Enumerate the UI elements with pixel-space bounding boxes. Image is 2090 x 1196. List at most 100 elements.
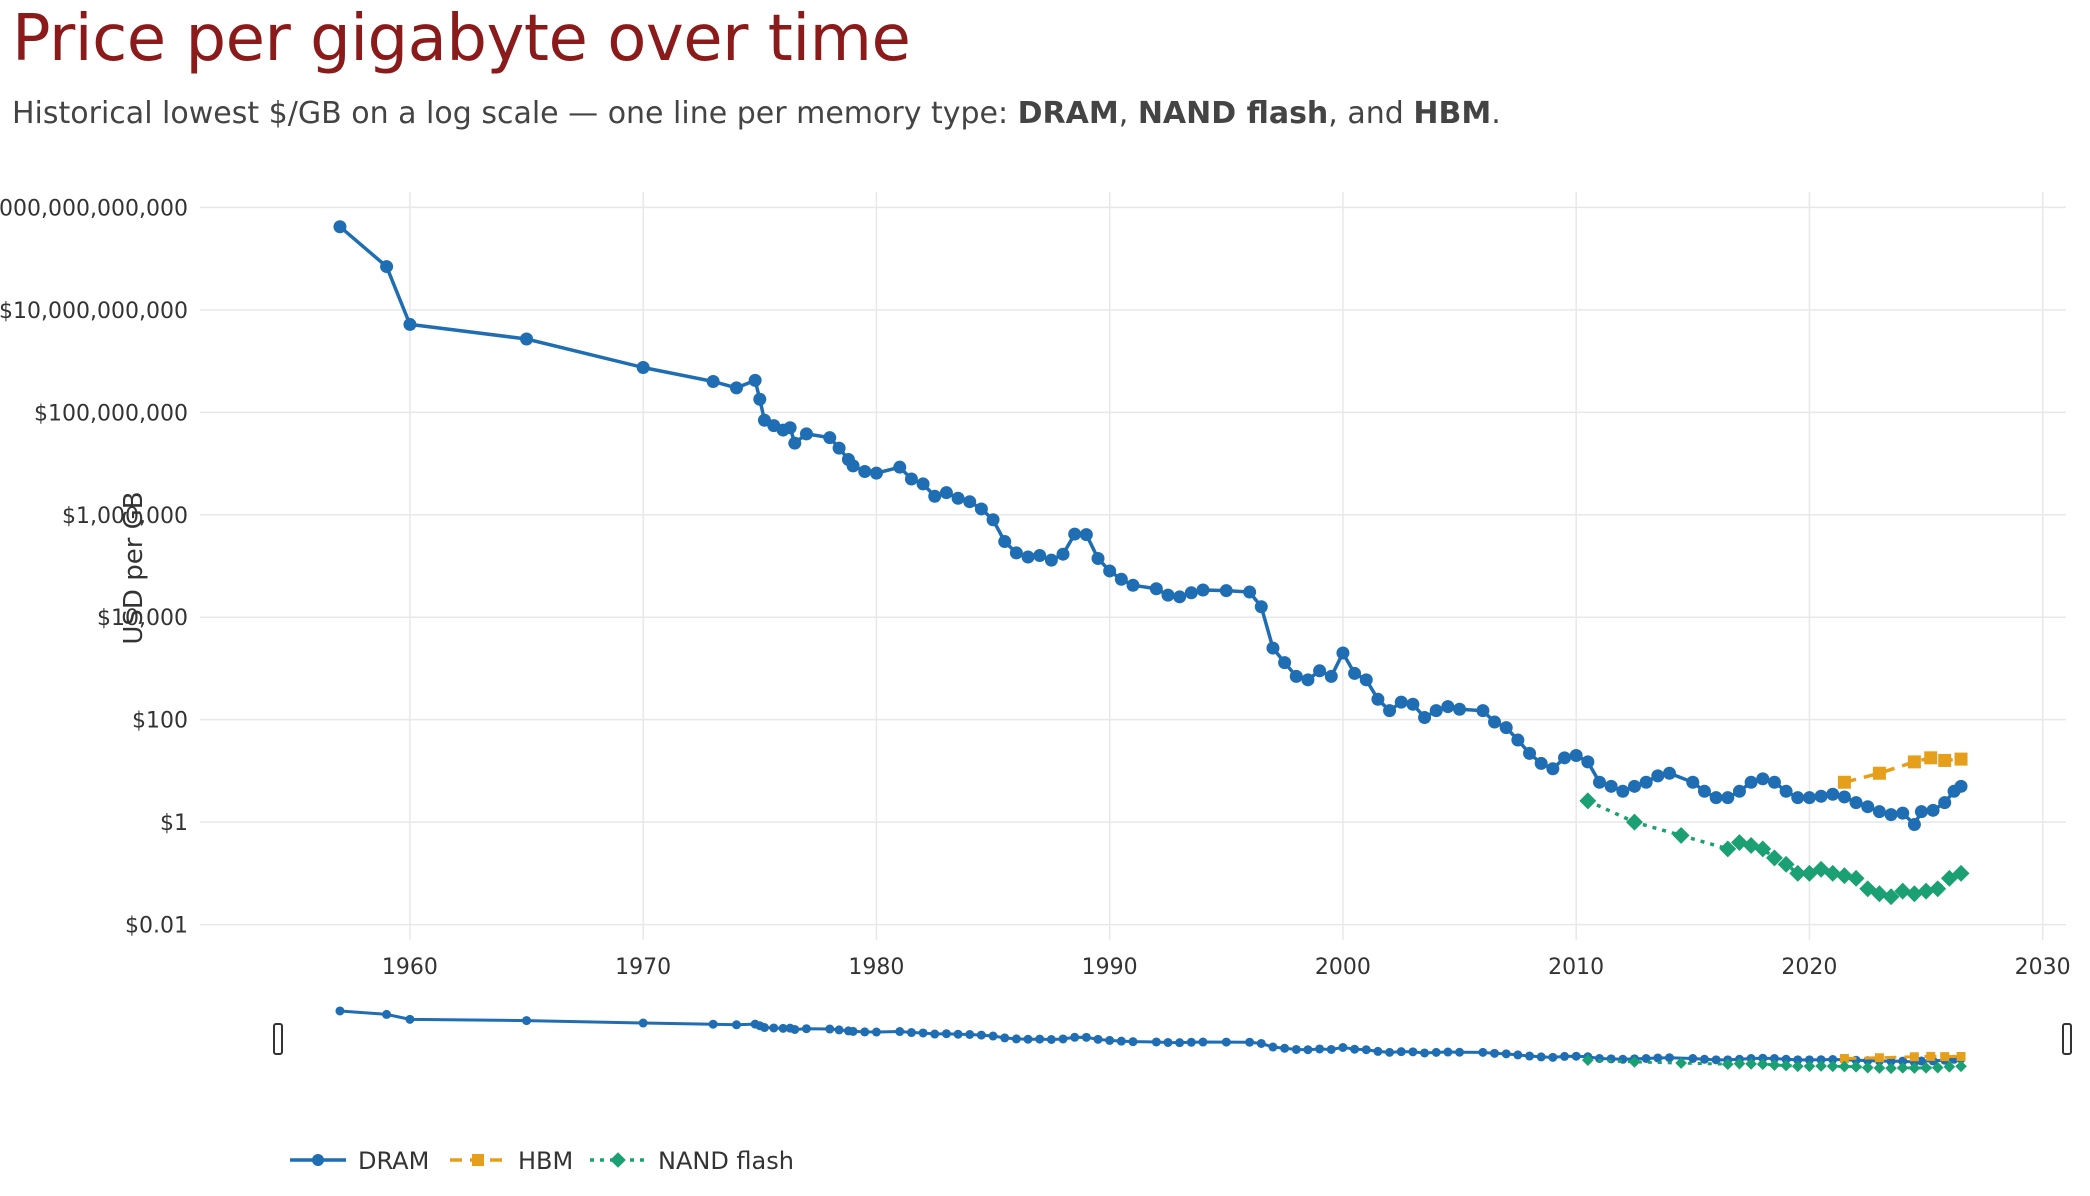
data-point[interactable] xyxy=(1920,1061,1932,1074)
data-point[interactable] xyxy=(1103,564,1117,578)
data-point[interactable] xyxy=(1828,1055,1838,1065)
data-point[interactable] xyxy=(1767,775,1781,789)
data-point[interactable] xyxy=(1697,784,1711,798)
data-point[interactable] xyxy=(1926,1051,1936,1061)
data-point[interactable] xyxy=(1070,1032,1080,1042)
data-point[interactable] xyxy=(748,373,762,387)
data-point[interactable] xyxy=(1116,1036,1126,1046)
data-point[interactable] xyxy=(403,317,417,331)
data-point[interactable] xyxy=(825,1024,835,1034)
data-point[interactable] xyxy=(1256,1038,1266,1048)
legend[interactable]: DRAM HBM NAND flash xyxy=(290,1147,794,1175)
data-point[interactable] xyxy=(1719,840,1737,858)
data-point[interactable] xyxy=(1571,1051,1581,1061)
data-point[interactable] xyxy=(846,459,860,473)
data-point[interactable] xyxy=(1546,762,1560,776)
data-point[interactable] xyxy=(858,464,872,478)
data-point[interactable] xyxy=(335,1006,345,1016)
legend-item-hbm[interactable]: HBM xyxy=(450,1147,573,1175)
data-point[interactable] xyxy=(1418,711,1432,725)
data-point[interactable] xyxy=(1686,775,1700,789)
data-point[interactable] xyxy=(1765,849,1783,867)
data-point[interactable] xyxy=(1905,885,1923,903)
data-point[interactable] xyxy=(1151,1037,1161,1047)
data-point[interactable] xyxy=(1443,1047,1453,1057)
data-point[interactable] xyxy=(729,381,743,395)
data-point[interactable] xyxy=(1639,775,1653,789)
data-point[interactable] xyxy=(1394,695,1408,709)
data-point[interactable] xyxy=(1907,817,1921,831)
data-point[interactable] xyxy=(965,1029,975,1039)
data-point[interactable] xyxy=(1874,1053,1884,1063)
data-point[interactable] xyxy=(1839,1054,1849,1064)
data-point[interactable] xyxy=(1254,600,1268,614)
data-point[interactable] xyxy=(1804,1055,1814,1065)
data-point[interactable] xyxy=(1870,885,1888,903)
data-point[interactable] xyxy=(1837,790,1851,804)
data-point[interactable] xyxy=(1371,692,1385,706)
data-point[interactable] xyxy=(1569,748,1583,762)
data-point[interactable] xyxy=(638,1018,648,1028)
data-point[interactable] xyxy=(1021,550,1035,564)
data-point[interactable] xyxy=(1560,1051,1570,1061)
series-hbm[interactable] xyxy=(1837,751,1968,789)
data-point[interactable] xyxy=(1907,755,1921,769)
data-point[interactable] xyxy=(1044,553,1058,567)
data-point[interactable] xyxy=(1455,1047,1465,1057)
data-point[interactable] xyxy=(1023,1034,1033,1044)
data-point[interactable] xyxy=(1754,840,1772,858)
data-point[interactable] xyxy=(799,427,813,441)
data-point[interactable] xyxy=(1894,882,1912,900)
data-point[interactable] xyxy=(1396,1047,1406,1057)
data-point[interactable] xyxy=(1955,1060,1967,1073)
data-point[interactable] xyxy=(1917,882,1935,900)
data-point[interactable] xyxy=(1488,715,1502,729)
data-point[interactable] xyxy=(1243,585,1257,599)
data-point[interactable] xyxy=(731,1020,741,1030)
data-point[interactable] xyxy=(1653,1053,1663,1063)
data-point[interactable] xyxy=(1815,1060,1827,1072)
data-point[interactable] xyxy=(1896,806,1910,820)
data-point[interactable] xyxy=(1626,813,1643,831)
data-point[interactable] xyxy=(1011,1034,1021,1044)
range-slider-right-handle[interactable] xyxy=(2062,1023,2072,1055)
data-point[interactable] xyxy=(1873,1062,1886,1074)
data-point[interactable] xyxy=(1058,1034,1068,1044)
data-point[interactable] xyxy=(1149,582,1163,596)
data-point[interactable] xyxy=(1350,1044,1360,1054)
data-point[interactable] xyxy=(1896,1061,1909,1074)
data-point[interactable] xyxy=(1616,784,1630,798)
data-point[interactable] xyxy=(1219,584,1233,598)
data-point[interactable] xyxy=(1348,666,1362,680)
data-point[interactable] xyxy=(1093,1034,1103,1044)
data-point[interactable] xyxy=(1441,700,1455,714)
data-point[interactable] xyxy=(1837,775,1851,789)
data-point[interactable] xyxy=(1861,1061,1874,1074)
data-point[interactable] xyxy=(1175,1038,1185,1048)
data-point[interactable] xyxy=(832,441,846,455)
data-point[interactable] xyxy=(918,1028,928,1038)
data-point[interactable] xyxy=(869,466,883,480)
data-point[interactable] xyxy=(778,1023,788,1033)
data-point[interactable] xyxy=(1672,826,1690,844)
data-point[interactable] xyxy=(1884,808,1898,822)
data-point[interactable] xyxy=(1289,669,1303,683)
data-point[interactable] xyxy=(1721,791,1735,805)
data-point[interactable] xyxy=(1280,1043,1290,1053)
data-point[interactable] xyxy=(860,1027,870,1037)
data-point[interactable] xyxy=(1303,1045,1313,1055)
data-point[interactable] xyxy=(1268,1042,1278,1052)
data-point[interactable] xyxy=(834,1025,844,1035)
data-point[interactable] xyxy=(1198,1037,1208,1047)
data-point[interactable] xyxy=(1476,704,1490,718)
data-point[interactable] xyxy=(1196,583,1210,597)
data-point[interactable] xyxy=(1173,590,1187,604)
data-point[interactable] xyxy=(1068,527,1082,541)
data-point[interactable] xyxy=(1114,572,1128,586)
data-point[interactable] xyxy=(1081,1032,1091,1042)
data-point[interactable] xyxy=(1499,721,1513,735)
data-point[interactable] xyxy=(871,1027,881,1037)
data-point[interactable] xyxy=(1534,756,1548,770)
data-point[interactable] xyxy=(1373,1046,1383,1056)
